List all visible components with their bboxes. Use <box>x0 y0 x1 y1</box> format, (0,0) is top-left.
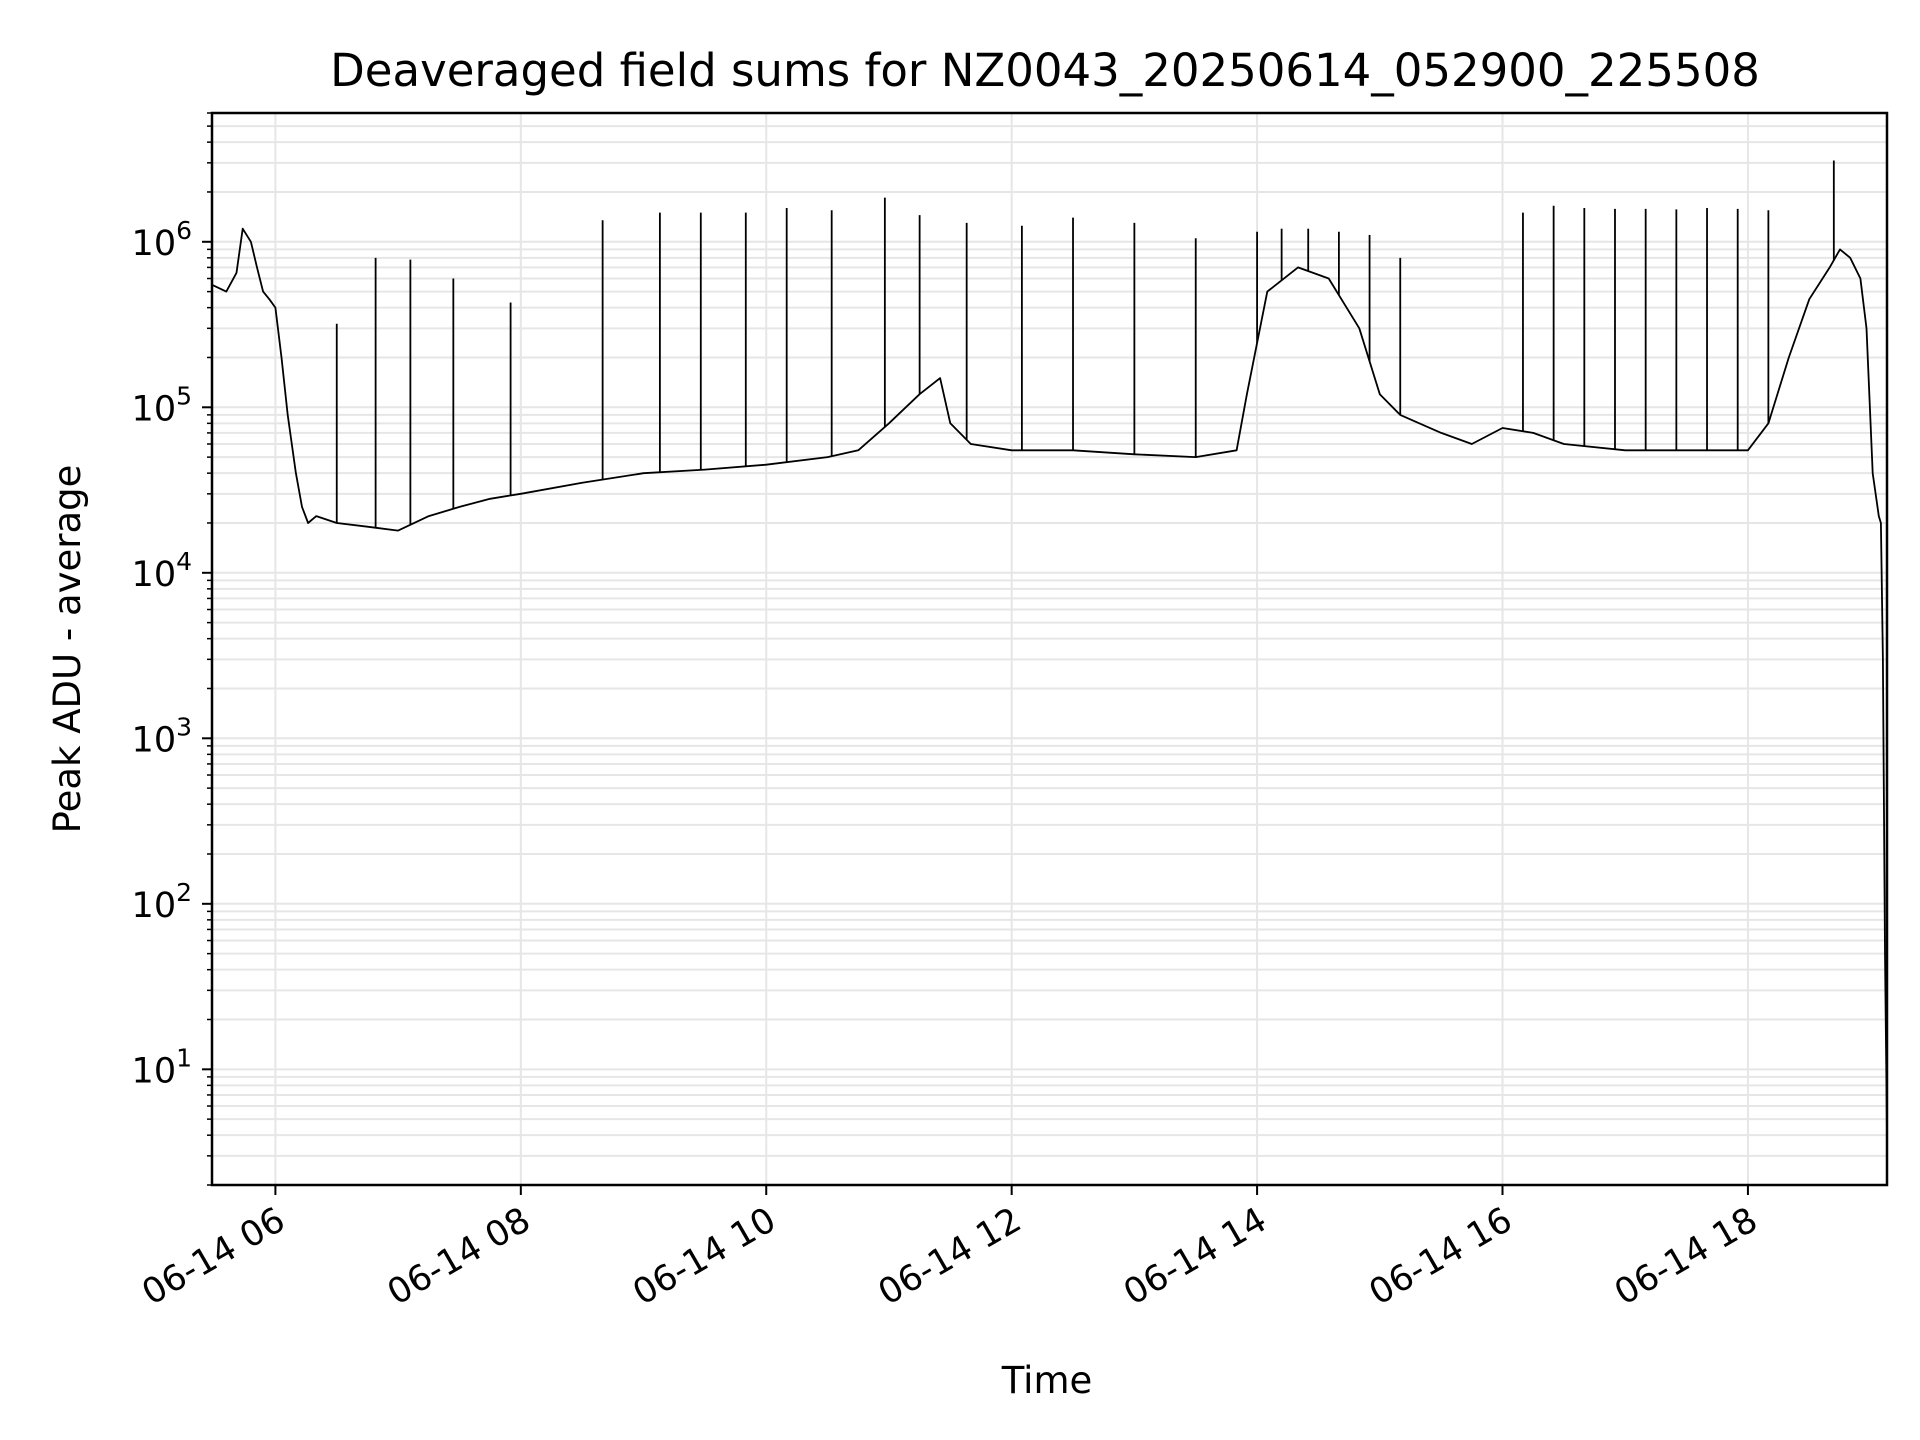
y-tick-label: 105 <box>132 381 192 429</box>
x-axis-label: Time <box>1001 1359 1093 1402</box>
y-tick-label: 102 <box>132 878 192 926</box>
y-tick-label: 106 <box>132 216 192 264</box>
y-axis-label: Peak ADU - average <box>46 465 89 834</box>
x-tick-label: 06-14 10 <box>626 1200 782 1313</box>
x-tick-label: 06-14 18 <box>1608 1200 1764 1313</box>
plot-frame <box>210 111 1889 1187</box>
x-tick-label: 06-14 14 <box>1117 1200 1273 1313</box>
chart-title: Deaveraged field sums for NZ0043_2025061… <box>330 44 1760 97</box>
y-axis: 101 102 103 104 105 106 <box>132 112 212 1186</box>
x-tick-label: 06-14 06 <box>136 1200 292 1313</box>
y-tick-label: 104 <box>132 547 192 595</box>
x-axis: 06-14 06 06-14 08 06-14 10 06-14 12 06-14 14… <box>136 1185 1764 1313</box>
y-gridlines <box>212 112 1887 1186</box>
y-tick-label: 103 <box>132 712 192 760</box>
y-tick-label: 101 <box>132 1043 192 1091</box>
x-tick-label: 06-14 12 <box>872 1200 1028 1313</box>
x-tick-label: 06-14 08 <box>381 1200 537 1313</box>
plot-lines <box>211 160 1888 1136</box>
series-line <box>211 227 1888 1136</box>
x-gridlines <box>274 113 1749 1185</box>
x-tick-label: 06-14 16 <box>1363 1200 1519 1313</box>
